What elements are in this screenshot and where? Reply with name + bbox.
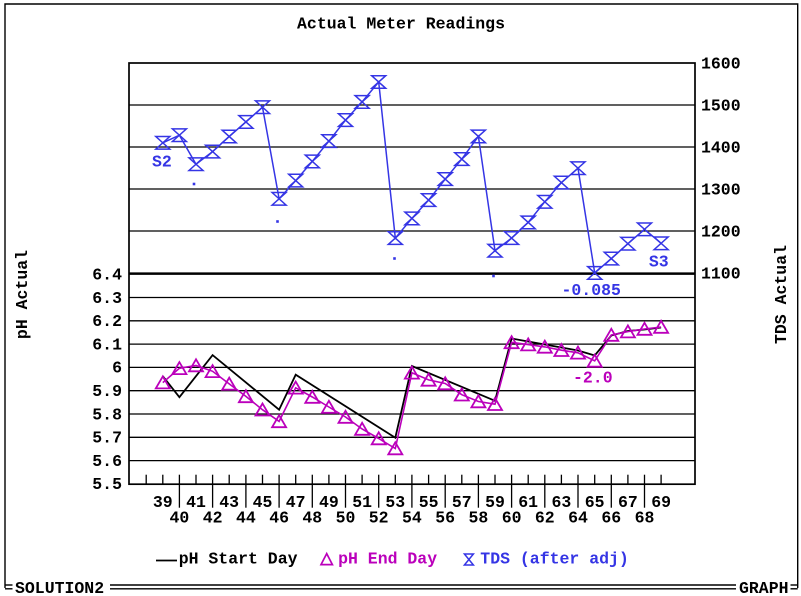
svg-text:5.7: 5.7 bbox=[92, 429, 122, 448]
svg-text:1300: 1300 bbox=[701, 180, 741, 199]
svg-text:pH End Day: pH End Day bbox=[338, 550, 437, 569]
svg-text:-0.085: -0.085 bbox=[562, 281, 622, 300]
svg-text:39: 39 bbox=[153, 493, 173, 512]
svg-text:6.2: 6.2 bbox=[92, 312, 122, 331]
svg-text:53: 53 bbox=[385, 493, 405, 512]
svg-text:58: 58 bbox=[468, 508, 488, 527]
svg-text:51: 51 bbox=[352, 493, 372, 512]
svg-text:GRAPH: GRAPH bbox=[739, 579, 789, 596]
svg-text:63: 63 bbox=[551, 493, 571, 512]
svg-text:1100: 1100 bbox=[701, 264, 741, 283]
svg-text:1400: 1400 bbox=[701, 138, 741, 157]
svg-text:55: 55 bbox=[419, 493, 439, 512]
svg-text:5.8: 5.8 bbox=[92, 405, 122, 424]
svg-text:TDS (after adj): TDS (after adj) bbox=[480, 550, 629, 569]
svg-text:64: 64 bbox=[568, 508, 588, 527]
svg-text:59: 59 bbox=[485, 493, 505, 512]
svg-text:40: 40 bbox=[169, 508, 189, 527]
svg-text:62: 62 bbox=[535, 508, 555, 527]
svg-text:49: 49 bbox=[319, 493, 339, 512]
svg-text:5.9: 5.9 bbox=[92, 382, 122, 401]
svg-text:68: 68 bbox=[635, 508, 655, 527]
svg-text:pH Start Day: pH Start Day bbox=[179, 550, 298, 569]
svg-text:1600: 1600 bbox=[701, 54, 741, 73]
svg-text:52: 52 bbox=[369, 508, 389, 527]
svg-text:SOLUTION2: SOLUTION2 bbox=[15, 579, 104, 596]
svg-text:TDS Actual: TDS Actual bbox=[772, 245, 791, 344]
svg-text:47: 47 bbox=[286, 493, 306, 512]
svg-text:6: 6 bbox=[112, 359, 122, 378]
svg-text:45: 45 bbox=[253, 493, 273, 512]
svg-text:56: 56 bbox=[435, 508, 455, 527]
svg-text:42: 42 bbox=[203, 508, 223, 527]
svg-text:pH Actual: pH Actual bbox=[13, 250, 32, 339]
svg-text:1200: 1200 bbox=[701, 222, 741, 241]
svg-text:6.1: 6.1 bbox=[92, 335, 122, 354]
svg-text:60: 60 bbox=[502, 508, 522, 527]
svg-text:5.6: 5.6 bbox=[92, 452, 122, 471]
svg-text:6.3: 6.3 bbox=[92, 289, 122, 308]
svg-text:44: 44 bbox=[236, 508, 256, 527]
svg-text:S2: S2 bbox=[152, 152, 172, 171]
svg-text:Actual Meter Readings: Actual Meter Readings bbox=[297, 14, 505, 33]
svg-text:61: 61 bbox=[518, 493, 538, 512]
svg-text:57: 57 bbox=[452, 493, 472, 512]
svg-text:66: 66 bbox=[601, 508, 621, 527]
svg-text:43: 43 bbox=[219, 493, 239, 512]
svg-text:50: 50 bbox=[336, 508, 356, 527]
svg-text:1500: 1500 bbox=[701, 96, 741, 115]
svg-text:67: 67 bbox=[618, 493, 638, 512]
svg-text:46: 46 bbox=[269, 508, 289, 527]
svg-text:54: 54 bbox=[402, 508, 422, 527]
svg-text:69: 69 bbox=[651, 493, 671, 512]
svg-text:S3: S3 bbox=[649, 252, 669, 271]
svg-text:65: 65 bbox=[585, 493, 605, 512]
svg-text:48: 48 bbox=[302, 508, 322, 527]
svg-text:41: 41 bbox=[186, 493, 206, 512]
svg-text:6.4: 6.4 bbox=[92, 266, 122, 285]
svg-text:5.5: 5.5 bbox=[92, 475, 122, 494]
svg-text:-2.0: -2.0 bbox=[573, 369, 613, 388]
